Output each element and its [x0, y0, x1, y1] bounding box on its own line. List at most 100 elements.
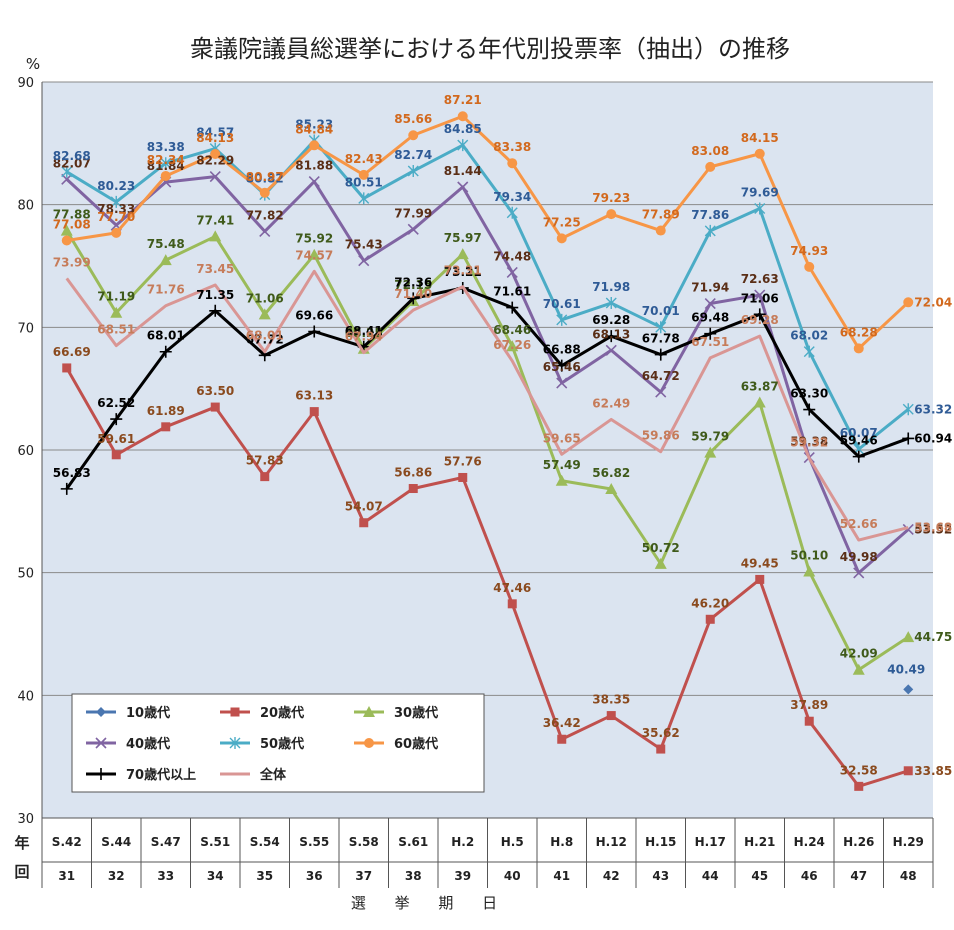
- data-label: 32.58: [840, 763, 878, 777]
- legend-marker: [95, 737, 107, 749]
- data-point: [803, 565, 816, 577]
- data-point: [903, 766, 913, 776]
- data-point: [902, 403, 914, 416]
- legend-item: 30歳代: [354, 705, 438, 721]
- data-point: [605, 483, 618, 495]
- data-labels: 40.49 66.69 59.61 61.89 63.50 57.83 63.13 54.07…: [53, 93, 952, 778]
- session-label: 40: [504, 869, 521, 883]
- data-label: 71.98: [592, 280, 630, 294]
- data-point: [903, 684, 914, 695]
- data-label: 82.68: [53, 149, 91, 163]
- data-label: 79.34: [493, 190, 531, 204]
- data-label: 62.49: [592, 396, 630, 410]
- data-label: 59.86: [642, 429, 680, 443]
- data-label: 44.75: [914, 630, 952, 644]
- data-label: 52.66: [840, 517, 878, 531]
- x-tick-label: H.24: [794, 835, 825, 849]
- data-label: 59.32: [790, 435, 828, 449]
- session-label: 41: [553, 869, 570, 883]
- data-label: 50.10: [790, 548, 828, 562]
- data-label: 69.28: [592, 313, 630, 327]
- data-label: 68.41: [345, 324, 383, 338]
- data-point: [556, 233, 567, 244]
- session-label: 48: [900, 869, 917, 883]
- series-line: [66, 114, 910, 350]
- data-label: 38.35: [592, 693, 630, 707]
- data-point: [309, 140, 320, 151]
- series-line: [65, 269, 909, 542]
- data-label: 73.99: [53, 255, 91, 269]
- data-label: 68.51: [97, 323, 135, 337]
- data-point: [704, 297, 716, 310]
- data-point: [209, 230, 222, 242]
- data-point: [259, 225, 271, 237]
- data-point: [62, 363, 72, 373]
- data-point: [704, 327, 717, 340]
- data-label: 63.30: [790, 387, 828, 401]
- data-label: 63.87: [741, 380, 779, 394]
- data-point: [853, 567, 865, 579]
- session-label: 31: [58, 869, 75, 883]
- data-label: 83.08: [691, 144, 729, 158]
- data-point: [655, 321, 667, 334]
- y-tick-label: 60: [17, 444, 34, 459]
- x-tick-label: H.17: [695, 835, 726, 849]
- row-label-year: 年: [14, 834, 29, 852]
- data-point: [557, 734, 567, 744]
- data-point: [654, 348, 667, 361]
- series-line: [65, 367, 909, 788]
- session-label: 46: [801, 869, 818, 883]
- data-label: 82.07: [53, 156, 91, 170]
- data-label: 84.85: [444, 122, 482, 136]
- data-point: [258, 308, 271, 320]
- data-point: [506, 206, 518, 219]
- data-point: [753, 308, 766, 321]
- data-point: [456, 248, 469, 260]
- legend-item: 10歳代: [86, 705, 170, 721]
- session-label: 36: [306, 869, 323, 883]
- data-point: [60, 224, 73, 236]
- data-label: 80.51: [345, 175, 383, 189]
- legend-item: 40歳代: [86, 736, 170, 752]
- data-point: [110, 413, 123, 426]
- data-label: 83.38: [493, 140, 531, 154]
- data-label: 59.46: [840, 434, 878, 448]
- data-point: [605, 297, 617, 310]
- data-point: [61, 165, 73, 178]
- legend-marker: [364, 738, 374, 748]
- data-label: 71.94: [691, 281, 729, 295]
- y-tick-label: 50: [17, 567, 34, 582]
- y-tick-label: 90: [17, 76, 34, 91]
- data-point: [209, 171, 221, 183]
- data-point: [654, 557, 667, 569]
- y-tick-label: 70: [17, 321, 34, 336]
- data-point: [457, 111, 468, 122]
- data-label: 71.19: [97, 290, 135, 304]
- legend-marker: [95, 768, 107, 780]
- x-tick-label: H.26: [843, 835, 874, 849]
- x-tick-label: H.15: [645, 835, 676, 849]
- data-label: 75.97: [444, 231, 482, 245]
- data-point: [902, 523, 914, 536]
- data-point: [754, 202, 766, 215]
- data-point: [903, 297, 914, 308]
- data-point: [358, 169, 369, 180]
- data-point: [111, 450, 121, 460]
- legend-item: 全体: [220, 767, 287, 783]
- legend-label: 60歳代: [394, 736, 438, 752]
- data-label: 57.83: [246, 454, 284, 468]
- session-label: 34: [207, 869, 224, 883]
- data-label: 71.76: [147, 283, 185, 297]
- data-label: 68.02: [790, 329, 828, 343]
- data-label: 82.43: [345, 152, 383, 166]
- data-label: 77.41: [196, 213, 234, 227]
- x-tick-label: H.2: [451, 835, 474, 849]
- legend-label: 30歳代: [394, 705, 438, 721]
- series-6: [61, 111, 914, 354]
- data-point: [308, 248, 321, 260]
- x-tick-label: S.58: [349, 835, 379, 849]
- data-label: 78.33: [97, 202, 135, 216]
- data-label: 73.45: [196, 262, 234, 276]
- data-point: [159, 345, 172, 358]
- data-point: [407, 165, 419, 178]
